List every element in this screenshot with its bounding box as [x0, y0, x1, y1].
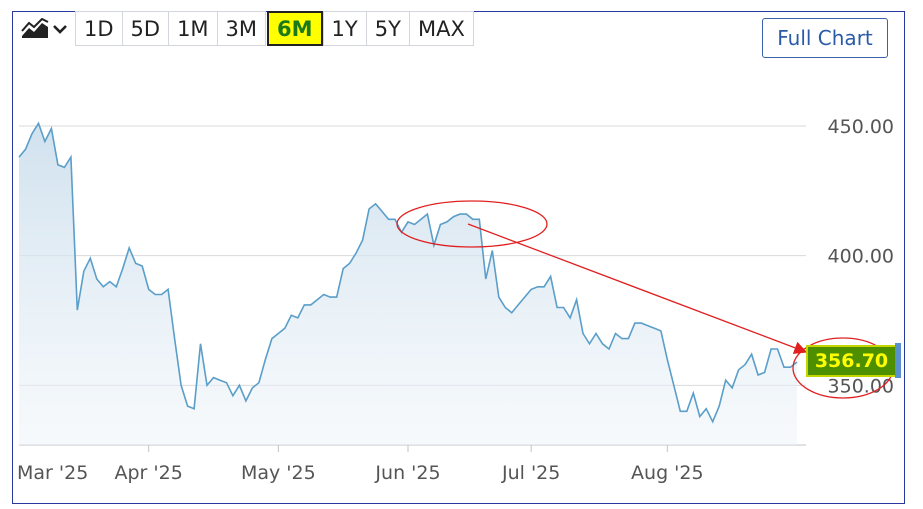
x-tick-label-3: Jun '25 — [374, 462, 440, 484]
annotation-arrow — [467, 223, 808, 354]
range-5y-button[interactable]: 5Y — [365, 11, 410, 46]
price-line — [18, 121, 798, 424]
range-1m-button[interactable]: 1M — [168, 11, 218, 46]
x-tick-label-4: Jul '25 — [501, 462, 560, 484]
range-3m-button[interactable]: 3M — [216, 11, 267, 46]
full-chart-button[interactable]: Full Chart — [762, 18, 888, 58]
annotation-circle-peak — [396, 200, 548, 248]
x-tick-label-5: Aug '25 — [631, 462, 704, 484]
current-price-tag: 356.70 — [806, 345, 897, 377]
chart-type-selector[interactable] — [12, 11, 76, 46]
range-max-button[interactable]: MAX — [408, 11, 474, 46]
range-6m-button[interactable]: 6M — [267, 11, 323, 46]
range-1y-button[interactable]: 1Y — [322, 11, 367, 46]
x-tick-label-1: Apr '25 — [115, 462, 183, 484]
y-tick-label-1: 400.00 — [828, 246, 894, 268]
x-axis: Mar '25 Apr '25 May '25 Jun '25 Jul '25 Aug '… — [17, 445, 704, 484]
chevron-down-icon — [53, 24, 67, 34]
price-tag-marker — [895, 343, 901, 378]
price-area-fill — [19, 123, 797, 446]
toolbar: 1D 5D 1M 3M 6M 1Y 5Y MAX — [12, 11, 474, 46]
y-tick-label-0: 450.00 — [828, 116, 894, 138]
y-tick-label-2: 350.00 — [828, 375, 894, 397]
x-tick-label-2: May '25 — [241, 462, 316, 484]
area-chart-icon — [21, 17, 49, 38]
x-tick-label-0: Mar '25 — [17, 462, 88, 484]
range-5d-button[interactable]: 5D — [121, 11, 170, 46]
y-axis: 450.00 400.00 350.00 — [828, 116, 894, 397]
range-1d-button[interactable]: 1D — [75, 11, 123, 46]
